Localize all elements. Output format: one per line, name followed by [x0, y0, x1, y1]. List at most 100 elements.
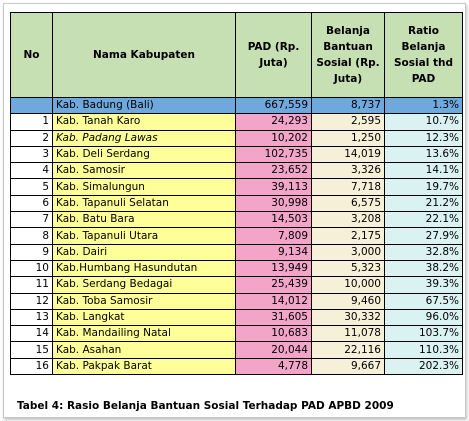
- table-row: 13 Kab. Langkat 31,605 30,332 96.0%: [10, 308, 463, 327]
- cell-pad: 667,559: [235, 96, 312, 115]
- cell-no: 9: [10, 243, 53, 261]
- cell-pad: 30,998: [235, 194, 312, 213]
- cell-no: 7: [10, 211, 53, 229]
- cell-ratio: 39.3%: [384, 276, 463, 294]
- cell-ratio: 38.2%: [384, 259, 463, 278]
- cell-no: 1: [10, 113, 53, 131]
- cell-name: Kab. Serdang Bedagai: [52, 276, 236, 294]
- cell-ratio: 110.3%: [384, 341, 463, 359]
- cell-name: Kab. Langkat: [52, 308, 236, 327]
- cell-no: 13: [10, 308, 53, 327]
- header-no: No: [10, 12, 53, 98]
- cell-name: Kab. Toba Samosir: [52, 292, 236, 310]
- cell-belanja: 1,250: [311, 129, 385, 147]
- cell-ratio: 96.0%: [384, 308, 463, 327]
- cell-ratio: 27.9%: [384, 227, 463, 245]
- cell-pad: 13,949: [235, 259, 312, 278]
- table-row: 9 Kab. Dairi 9,134 3,000 32.8%: [10, 243, 463, 261]
- cell-pad: 4,778: [235, 357, 312, 376]
- cell-belanja: 22,116: [311, 341, 385, 359]
- table-row: 5 Kab. Simalungun 39,113 7,718 19.7%: [10, 178, 463, 196]
- table-row: 14 Kab. Mandailing Natal 10,683 11,078 103.7…: [10, 325, 463, 343]
- cell-ratio: 103.7%: [384, 325, 463, 343]
- cell-no: 15: [10, 341, 53, 359]
- cell-pad: 39,113: [235, 178, 312, 196]
- cell-ratio: 202.3%: [384, 357, 463, 376]
- cell-no: 4: [10, 162, 53, 180]
- table-row: 1 Kab. Tanah Karo 24,293 2,595 10.7%: [10, 113, 463, 131]
- cell-name: Kab. Tapanuli Utara: [52, 227, 236, 245]
- cell-name: Kab. Pakpak Barat: [52, 357, 236, 376]
- table-row: 3 Kab. Deli Serdang 102,735 14,019 13.6%: [10, 145, 463, 164]
- cell-pad: 10,202: [235, 129, 312, 147]
- cell-ratio: 21.2%: [384, 194, 463, 213]
- table-row: 2 Kab. Padang Lawas 10,202 1,250 12.3%: [10, 129, 463, 147]
- cell-ratio: 10.7%: [384, 113, 463, 131]
- cell-no: [10, 96, 53, 115]
- cell-belanja: 30,332: [311, 308, 385, 327]
- cell-name: Kab. Simalungun: [52, 178, 236, 196]
- cell-belanja: 3,208: [311, 211, 385, 229]
- cell-belanja: 2,595: [311, 113, 385, 131]
- cell-name: Kab.Humbang Hasundutan: [52, 259, 236, 278]
- table-row: 10 Kab.Humbang Hasundutan 13,949 5,323 38.2%: [10, 259, 463, 278]
- cell-name: Kab. Asahan: [52, 341, 236, 359]
- cell-name: Kab. Mandailing Natal: [52, 325, 236, 343]
- header-belanja: Belanja Bantuan Sosial (Rp. Juta): [311, 12, 385, 98]
- table-row: 12 Kab. Toba Samosir 14,012 9,460 67.5%: [10, 292, 463, 310]
- cell-belanja: 7,718: [311, 178, 385, 196]
- cell-belanja: 14,019: [311, 145, 385, 164]
- cell-no: 6: [10, 194, 53, 213]
- cell-pad: 24,293: [235, 113, 312, 131]
- table-row: 8 Kab. Tapanuli Utara 7,809 2,175 27.9%: [10, 227, 463, 245]
- table-row: 11 Kab. Serdang Bedagai 25,439 10,000 39.3%: [10, 276, 463, 294]
- cell-name: Kab. Tapanuli Selatan: [52, 194, 236, 213]
- cell-pad: 7,809: [235, 227, 312, 245]
- cell-ratio: 32.8%: [384, 243, 463, 261]
- cell-name: Kab. Batu Bara: [52, 211, 236, 229]
- cell-pad: 14,012: [235, 292, 312, 310]
- cell-ratio: 13.6%: [384, 145, 463, 164]
- highlight-row: Kab. Badung (Bali) 667,559 8,737 1.3%: [10, 96, 463, 115]
- header-pad: PAD (Rp. Juta): [235, 12, 312, 98]
- table-header-row: No Nama Kabupaten PAD (Rp. Juta) Belanja…: [10, 12, 463, 98]
- cell-pad: 31,605: [235, 308, 312, 327]
- cell-name: Kab. Dairi: [52, 243, 236, 261]
- table-row: 16 Kab. Pakpak Barat 4,778 9,667 202.3%: [10, 357, 463, 376]
- table-row: 7 Kab. Batu Bara 14,503 3,208 22.1%: [10, 211, 463, 229]
- header-ratio: Ratio Belanja Sosial thd PAD: [384, 12, 463, 98]
- cell-name: Kab. Padang Lawas: [52, 129, 236, 147]
- cell-pad: 9,134: [235, 243, 312, 261]
- cell-belanja: 2,175: [311, 227, 385, 245]
- cell-belanja: 3,326: [311, 162, 385, 180]
- cell-no: 3: [10, 145, 53, 164]
- cell-no: 8: [10, 227, 53, 245]
- cell-no: 12: [10, 292, 53, 310]
- cell-name: Kab. Samosir: [52, 162, 236, 180]
- cell-pad: 23,652: [235, 162, 312, 180]
- cell-no: 5: [10, 178, 53, 196]
- cell-no: 2: [10, 129, 53, 147]
- cell-ratio: 19.7%: [384, 178, 463, 196]
- cell-no: 11: [10, 276, 53, 294]
- cell-belanja: 9,667: [311, 357, 385, 376]
- header-name: Nama Kabupaten: [52, 12, 236, 98]
- cell-pad: 25,439: [235, 276, 312, 294]
- cell-belanja: 9,460: [311, 292, 385, 310]
- cell-belanja: 3,000: [311, 243, 385, 261]
- cell-pad: 10,683: [235, 325, 312, 343]
- cell-ratio: 67.5%: [384, 292, 463, 310]
- table-row: 6 Kab. Tapanuli Selatan 30,998 6,575 21.2%: [10, 194, 463, 213]
- cell-name: Kab. Badung (Bali): [52, 96, 236, 115]
- cell-ratio: 22.1%: [384, 211, 463, 229]
- cell-no: 10: [10, 259, 53, 278]
- cell-pad: 20,044: [235, 341, 312, 359]
- cell-ratio: 14.1%: [384, 162, 463, 180]
- pad-ratio-table: No Nama Kabupaten PAD (Rp. Juta) Belanja…: [10, 12, 463, 376]
- cell-belanja: 11,078: [311, 325, 385, 343]
- cell-no: 14: [10, 325, 53, 343]
- cell-ratio: 12.3%: [384, 129, 463, 147]
- cell-no: 16: [10, 357, 53, 376]
- cell-belanja: 10,000: [311, 276, 385, 294]
